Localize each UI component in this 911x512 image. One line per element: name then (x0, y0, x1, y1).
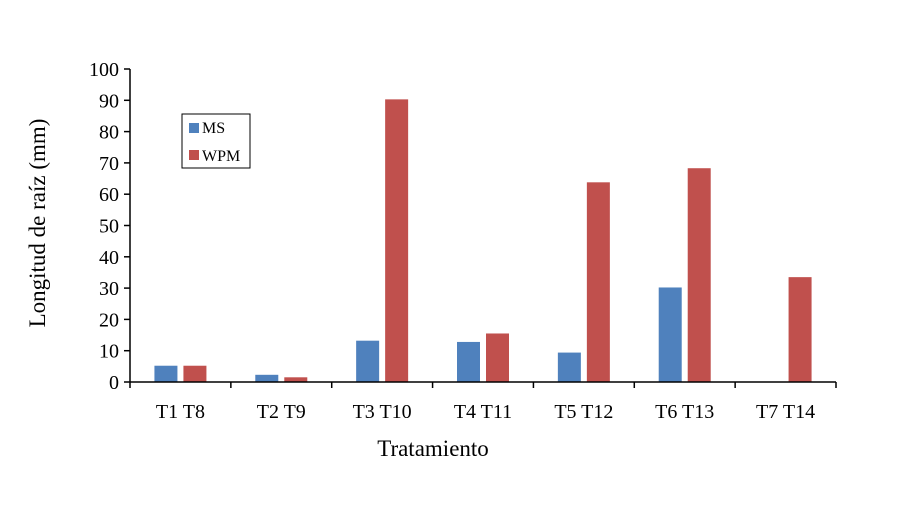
x-tick-label-4: T4 T11 (454, 401, 512, 423)
y-tick-label-40: 40 (99, 247, 119, 269)
x-tick-label-3: T3 T10 (353, 401, 412, 423)
x-tick-labels: T1 T8 T2 T9 T3 T10 T4 T11 T5 T12 T6 T13 T7 T14 (156, 401, 815, 423)
bar-ms-5 (557, 352, 581, 382)
x-tick-label-6: T6 T13 (655, 401, 714, 423)
y-axis-title: Longitud de raíz (mm) (25, 119, 50, 328)
legend-swatch-ms (189, 123, 199, 133)
bar-wpm-7 (788, 277, 812, 382)
x-axis-title: Tratamiento (377, 436, 489, 461)
x-tick-label-1: T1 T8 (156, 401, 205, 423)
bar-wpm-5 (586, 182, 610, 382)
bar-wpm-3 (385, 99, 409, 383)
x-tick-label-5: T5 T12 (554, 401, 613, 423)
bar-wpm-6 (687, 168, 711, 382)
bar-wpm-2 (284, 377, 308, 382)
axes-group (124, 68, 837, 388)
bar-ms-1 (154, 365, 178, 382)
y-tick-label-80: 80 (99, 122, 119, 144)
bar-ms-3 (356, 340, 380, 382)
y-tick-label-10: 10 (99, 341, 119, 363)
legend-label-ms: MS (202, 120, 225, 137)
y-tick-label-100: 100 (89, 59, 119, 81)
y-tick-label-30: 30 (99, 278, 119, 300)
bar-wpm-4 (486, 333, 509, 382)
legend: MS WPM (181, 113, 251, 169)
bar-ms-2 (255, 374, 279, 382)
y-tick-label-60: 60 (99, 184, 119, 206)
y-tick-label-90: 90 (99, 90, 119, 112)
bar-ms-6 (658, 287, 682, 382)
y-tick-labels: 0 10 20 30 40 50 60 70 80 90 100 (89, 59, 119, 394)
legend-label-wpm: WPM (202, 148, 240, 165)
y-tick-label-50: 50 (99, 216, 119, 238)
legend-swatch-wpm (189, 150, 199, 160)
bar-wpm-1 (183, 365, 207, 382)
bar-ms-4 (457, 341, 480, 382)
y-tick-label-70: 70 (99, 153, 119, 175)
x-tick-label-2: T2 T9 (257, 401, 306, 423)
y-tick-label-20: 20 (99, 309, 119, 331)
y-tick-label-0: 0 (109, 372, 119, 394)
bars-group (154, 99, 812, 383)
x-tick-label-7: T7 T14 (756, 401, 815, 423)
